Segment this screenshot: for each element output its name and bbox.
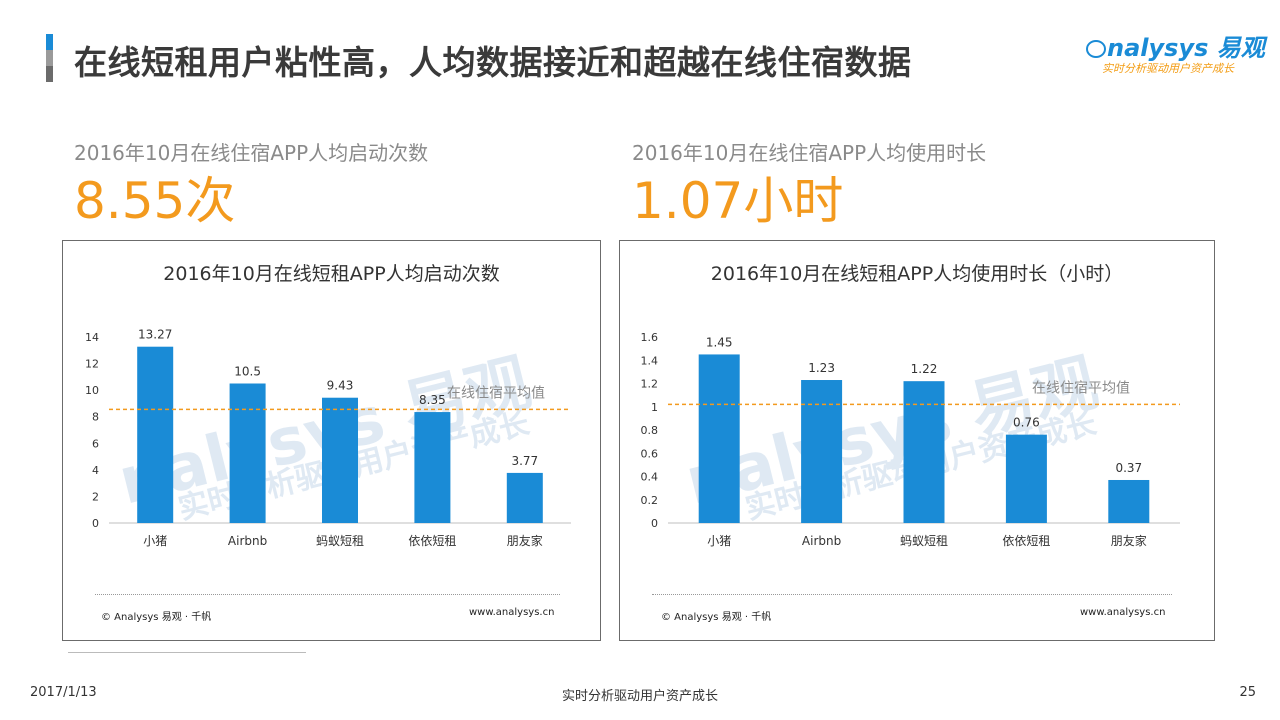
chart-panel-launches: nalysys 易观 实时分析驱动用户资产成长 2016年10月在线短租APP人… <box>62 240 601 641</box>
y-tick-label: 4 <box>92 464 99 477</box>
bar <box>801 380 843 523</box>
page-number: 25 <box>1239 685 1256 700</box>
bar <box>698 354 740 523</box>
chart-launches-svg: 0 2 4 6 8 10 12 14 13.27 小猪 10.5 Airbnb 9.43 蚂蚁短租 8.35… <box>85 328 571 548</box>
website-link[interactable]: www.analysys.cn <box>1080 607 1166 618</box>
average-reference-label: 在线住宿平均值 <box>1032 379 1130 396</box>
website-link[interactable]: www.analysys.cn <box>469 607 555 618</box>
logo-a-icon <box>1086 40 1106 58</box>
data-label: 10.5 <box>234 365 261 379</box>
logo-text: nalysys 易观 <box>1107 34 1265 62</box>
title-accent-dark <box>46 66 53 82</box>
y-tick-label: 2 <box>92 490 99 503</box>
x-tick-label: 小猪 <box>707 534 731 548</box>
bar <box>506 472 543 523</box>
x-tick-label: 朋友家 <box>1111 533 1147 548</box>
data-label: 13.27 <box>138 328 172 342</box>
bar <box>903 381 945 523</box>
title-accent-gray <box>46 50 53 66</box>
footer-divider <box>68 652 306 653</box>
stat-value-launches: 8.55次 <box>74 172 236 230</box>
data-label: 1.22 <box>911 362 938 376</box>
y-tick-label: 8 <box>92 411 99 424</box>
y-tick-label: 1.4 <box>641 354 659 367</box>
footer-slogan: 实时分析驱动用户资产成长 <box>561 689 718 704</box>
y-tick-label: 0 <box>92 517 99 530</box>
x-tick-label: Airbnb <box>228 534 267 548</box>
y-tick-label: 10 <box>85 384 99 397</box>
data-label: 0.37 <box>1115 461 1142 475</box>
x-tick-label: 依依短租 <box>408 533 456 548</box>
bar <box>1005 434 1047 523</box>
logo-slogan: 实时分析驱动用户资产成长 <box>1102 62 1234 75</box>
title-accent-blue <box>46 34 53 50</box>
chart-title: 2016年10月在线短租APP人均使用时长（小时） <box>710 263 1124 285</box>
analysys-logo: nalysys 易观 实时分析驱动用户资产成长 <box>1086 28 1265 76</box>
title-accent-bar <box>46 34 53 82</box>
data-label: 8.35 <box>419 393 446 407</box>
footer-date: 2017/1/13 <box>30 685 97 700</box>
average-reference-label: 在线住宿平均值 <box>447 384 545 401</box>
bar <box>322 397 358 523</box>
data-label: 9.43 <box>327 379 354 393</box>
y-tick-label: 14 <box>85 331 99 344</box>
data-label: 1.45 <box>706 335 733 349</box>
panel-footer-divider <box>95 594 560 595</box>
bar <box>229 383 266 523</box>
data-label: 1.23 <box>808 361 835 375</box>
data-label: 0.76 <box>1013 416 1040 430</box>
x-tick-label: 小猪 <box>143 534 167 548</box>
y-tick-label: 12 <box>85 358 99 371</box>
bar <box>414 412 451 523</box>
stat-label-duration: 2016年10月在线住宿APP人均使用时长 <box>632 141 987 165</box>
data-label: 3.77 <box>511 454 538 468</box>
y-tick-label: 0 <box>651 517 658 530</box>
bar <box>1108 479 1150 523</box>
x-tick-label: 依依短租 <box>1002 533 1050 548</box>
y-tick-label: 0.2 <box>641 494 659 507</box>
x-tick-label: 蚂蚁短租 <box>316 533 364 548</box>
logo-wordmark: nalysys 易观 <box>1086 28 1265 63</box>
y-tick-label: 1.2 <box>641 378 659 391</box>
stat-value-duration: 1.07小时 <box>632 172 844 230</box>
chart-panel-duration: nalysys 易观 实时分析驱动用户资产成长 2016年10月在线短租APP人… <box>619 240 1215 641</box>
chart-title: 2016年10月在线短租APP人均启动次数 <box>163 263 500 285</box>
x-tick-label: 蚂蚁短租 <box>900 533 948 548</box>
y-tick-label: 1.6 <box>641 331 659 344</box>
stat-label-launches: 2016年10月在线住宿APP人均启动次数 <box>74 141 429 165</box>
y-tick-label: 0.6 <box>641 447 659 460</box>
copyright-text: © Analysys 易观 · 千帆 <box>101 612 212 623</box>
x-tick-label: Airbnb <box>802 534 841 548</box>
x-tick-label: 朋友家 <box>507 533 543 548</box>
page-title: 在线短租用户粘性高，人均数据接近和超越在线住宿数据 <box>74 43 912 82</box>
y-tick-label: 0.8 <box>641 424 659 437</box>
y-tick-label: 1 <box>651 401 658 414</box>
y-tick-label: 0.4 <box>641 471 659 484</box>
panel-footer-divider <box>652 594 1172 595</box>
chart-duration-svg: 0 0.2 0.4 0.6 0.8 1 1.2 1.4 1.6 1.45 小猪 1.23 Airbnb 1… <box>641 331 1180 548</box>
bar <box>137 346 174 523</box>
y-tick-label: 6 <box>92 437 99 450</box>
copyright-text: © Analysys 易观 · 千帆 <box>661 612 772 623</box>
